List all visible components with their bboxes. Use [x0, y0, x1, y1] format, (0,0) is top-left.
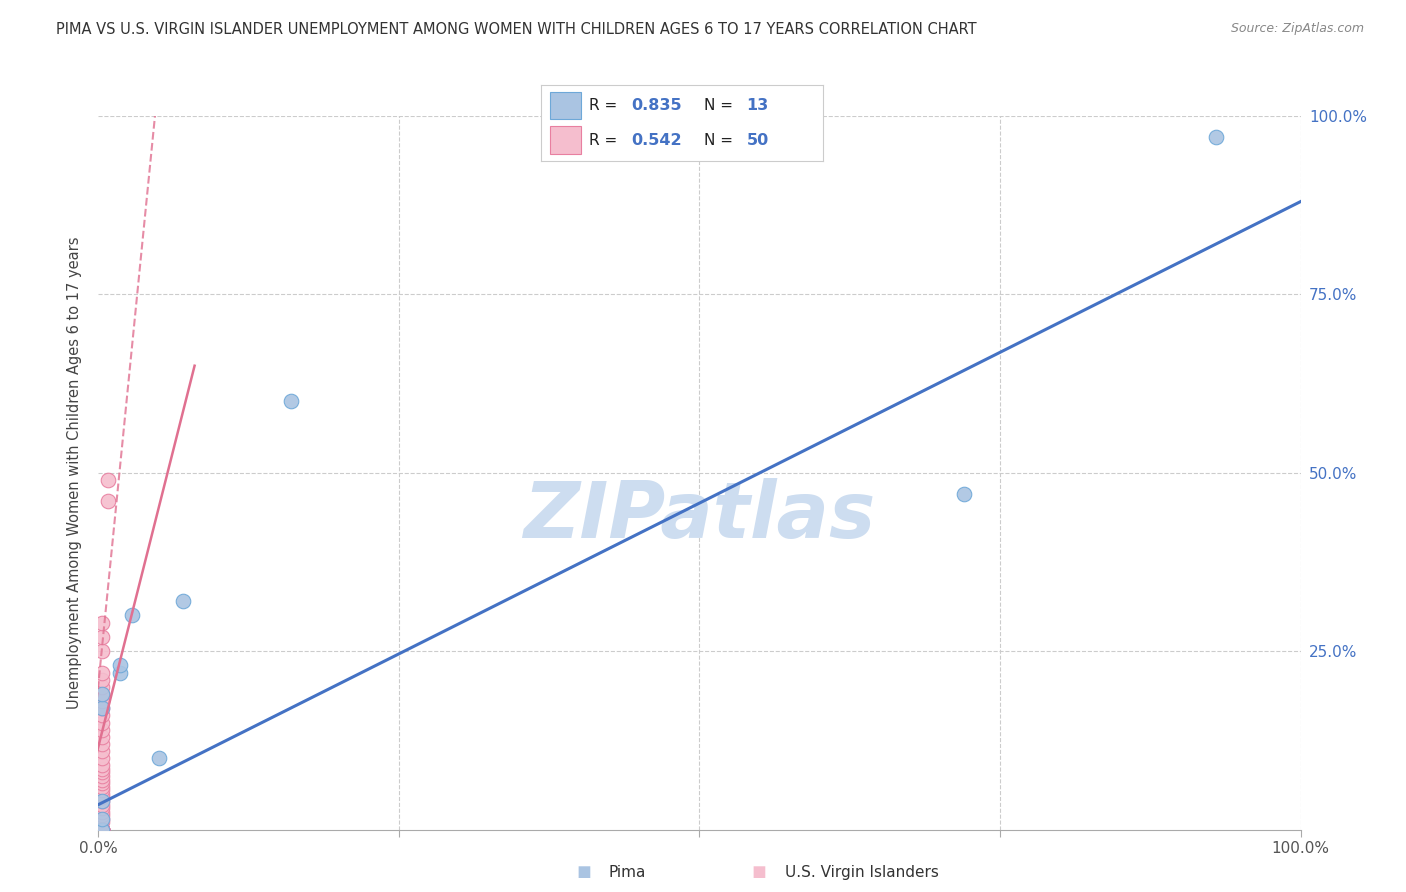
Point — [91, 758, 114, 772]
Point — [91, 708, 114, 723]
Text: 50: 50 — [747, 133, 769, 147]
Point — [91, 822, 114, 837]
Point — [91, 822, 114, 837]
Point — [91, 822, 114, 837]
Point — [1205, 130, 1227, 145]
Y-axis label: Unemployment Among Women with Children Ages 6 to 17 years: Unemployment Among Women with Children A… — [67, 236, 83, 709]
Text: N =: N = — [704, 98, 738, 112]
Text: 0.835: 0.835 — [631, 98, 682, 112]
Point — [91, 701, 114, 715]
Point — [91, 701, 114, 715]
Point — [91, 801, 114, 815]
Bar — [550, 127, 581, 153]
Point — [91, 805, 114, 819]
Point — [172, 594, 194, 608]
Point — [91, 772, 114, 787]
Point — [91, 730, 114, 744]
Point — [91, 680, 114, 694]
Point — [91, 744, 114, 758]
Point — [91, 644, 114, 658]
Point — [91, 822, 114, 837]
Point — [91, 822, 114, 837]
Point — [91, 822, 114, 837]
Point — [91, 769, 114, 783]
Text: Pima: Pima — [609, 865, 647, 880]
Text: R =: R = — [589, 98, 623, 112]
Text: 13: 13 — [747, 98, 769, 112]
Point — [91, 822, 114, 837]
Point — [108, 665, 131, 680]
Point — [91, 822, 114, 837]
Point — [91, 615, 114, 630]
Point — [91, 780, 114, 794]
Point — [91, 673, 114, 687]
Point — [91, 762, 114, 776]
Point — [91, 794, 114, 808]
Point — [91, 783, 114, 797]
Point — [91, 808, 114, 822]
Point — [91, 665, 114, 680]
Point — [97, 473, 120, 487]
Text: N =: N = — [704, 133, 738, 147]
Point — [91, 822, 114, 837]
Point — [91, 687, 114, 701]
Point — [91, 737, 114, 751]
Point — [91, 822, 114, 837]
Point — [91, 765, 114, 780]
Point — [91, 687, 114, 701]
Text: PIMA VS U.S. VIRGIN ISLANDER UNEMPLOYMENT AMONG WOMEN WITH CHILDREN AGES 6 TO 17: PIMA VS U.S. VIRGIN ISLANDER UNEMPLOYMEN… — [56, 22, 977, 37]
Point — [91, 694, 114, 708]
Text: R =: R = — [589, 133, 623, 147]
Point — [91, 751, 114, 765]
Point — [91, 715, 114, 730]
Point — [91, 812, 114, 826]
Text: ◼: ◼ — [752, 863, 766, 881]
Point — [91, 815, 114, 830]
Point — [91, 630, 114, 644]
Bar — [550, 92, 581, 119]
Point — [91, 794, 114, 808]
Point — [91, 723, 114, 737]
Point — [91, 790, 114, 805]
Point — [91, 822, 114, 837]
Point — [280, 394, 302, 409]
Text: ZIPatlas: ZIPatlas — [523, 477, 876, 554]
Point — [121, 608, 143, 623]
Point — [953, 487, 976, 501]
Point — [148, 751, 170, 765]
Text: 0.542: 0.542 — [631, 133, 682, 147]
Point — [91, 822, 114, 837]
Point — [91, 822, 114, 837]
Point — [91, 822, 114, 837]
Point — [91, 812, 114, 826]
Point — [97, 494, 120, 508]
Point — [91, 822, 114, 837]
Point — [91, 797, 114, 812]
Point — [91, 776, 114, 790]
Text: U.S. Virgin Islanders: U.S. Virgin Islanders — [785, 865, 938, 880]
Point — [108, 658, 131, 673]
Point — [91, 787, 114, 801]
Point — [91, 822, 114, 837]
Text: ◼: ◼ — [576, 863, 591, 881]
Text: Source: ZipAtlas.com: Source: ZipAtlas.com — [1230, 22, 1364, 36]
